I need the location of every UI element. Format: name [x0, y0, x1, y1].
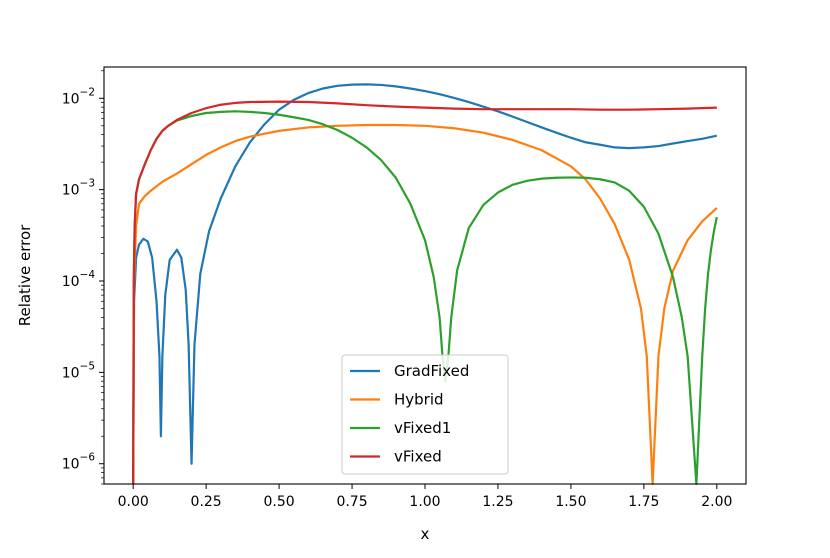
series-line-vfixed	[132, 100, 717, 485]
y-tick-label: 10−5	[62, 360, 95, 381]
x-tick-label: 1.75	[628, 494, 659, 510]
y-tick-label: 10−3	[62, 178, 95, 199]
series-layer	[132, 83, 718, 486]
y-tick-label: 10−6	[62, 452, 96, 473]
legend-label: vFixed	[394, 448, 442, 466]
legend-label: Hybrid	[394, 391, 444, 409]
x-tick-label: 0.50	[264, 494, 295, 510]
y-axis: 10−6 10−5 10−4 10−3 10−2	[62, 70, 104, 485]
series-line-hybrid	[132, 123, 718, 486]
y-axis-label: Relative error	[16, 224, 34, 326]
legend-label: vFixed1	[394, 419, 451, 437]
x-tick-label: 0.00	[118, 494, 149, 510]
x-tick-label: 1.00	[409, 494, 440, 510]
series-line-gradfixed	[132, 83, 718, 485]
legend-box	[341, 354, 509, 475]
x-tick-label: 1.25	[482, 494, 513, 510]
x-tick-label: 2.00	[701, 494, 732, 510]
legend: GradFixed Hybrid vFixed1 vFixed	[341, 354, 509, 475]
x-tick-label: 0.75	[336, 494, 367, 510]
x-axis: 0.00 0.25 0.50 0.75 1.00 1.25 1.50 1.75 2.00	[118, 484, 732, 510]
y-tick-label: 10−2	[62, 86, 95, 107]
legend-label: GradFixed	[394, 362, 469, 380]
x-axis-label: x	[421, 525, 430, 543]
x-tick-label: 1.50	[555, 494, 586, 510]
y-tick-label: 10−4	[62, 269, 96, 290]
x-tick-label: 0.25	[191, 494, 222, 510]
